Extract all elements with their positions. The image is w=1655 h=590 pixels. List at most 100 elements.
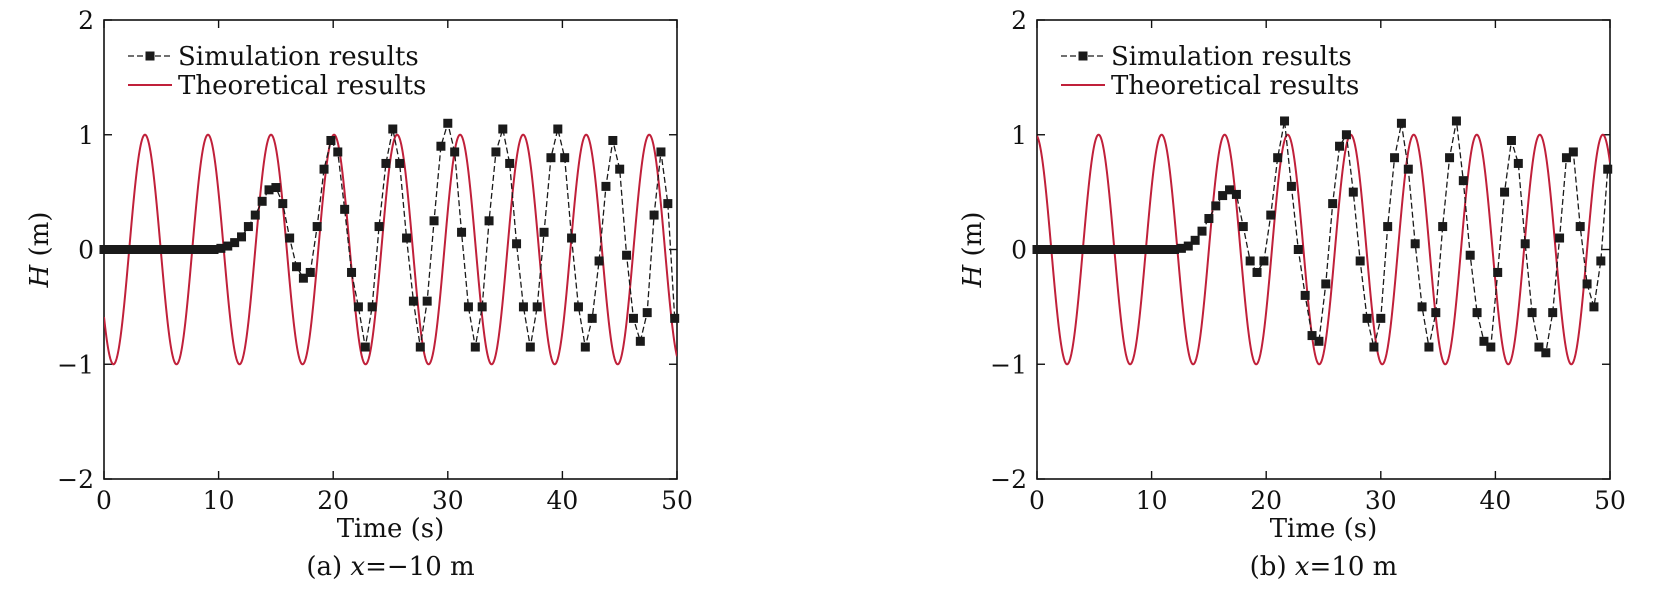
data-point-simulation	[395, 158, 405, 168]
data-point-simulation	[1568, 147, 1578, 157]
chart-panel-b: 0 10 20 30 40 50 −2 −1 0 1 2 Time (s) H (m) (b) x=10 …	[958, 6, 1626, 582]
data-point-simulation	[292, 262, 302, 272]
x-tick-label: 10	[203, 486, 235, 515]
y-axis-variable: H	[25, 263, 55, 288]
data-point-simulation	[601, 181, 611, 191]
y-tick-label: 2	[1011, 6, 1027, 35]
data-point-simulation	[1259, 256, 1269, 266]
data-point-simulation	[161, 245, 171, 254]
data-point-simulation	[1211, 201, 1221, 211]
y-axis-unit: (m)	[958, 212, 988, 265]
data-point-simulation	[587, 313, 597, 323]
data-point-simulation	[1108, 245, 1118, 254]
data-point-simulation	[1142, 245, 1152, 254]
data-point-simulation	[1135, 245, 1145, 254]
data-point-simulation	[209, 245, 219, 254]
data-point-simulation	[1451, 116, 1461, 126]
data-point-simulation	[1101, 245, 1111, 254]
y-tick-label: 1	[1011, 121, 1027, 150]
data-point-simulation	[1438, 222, 1448, 232]
data-point-simulation	[1286, 181, 1296, 191]
data-point-simulation	[1273, 153, 1283, 163]
data-point-simulation	[305, 267, 315, 277]
x-tick-label: 30	[432, 486, 464, 515]
data-point-simulation	[278, 199, 288, 209]
data-point-simulation	[140, 245, 150, 254]
data-point-simulation	[1046, 245, 1056, 254]
data-point-simulation	[1176, 243, 1186, 253]
data-point-simulation	[99, 245, 109, 254]
data-point-simulation	[223, 241, 233, 251]
data-point-simulation	[470, 342, 480, 352]
data-point-simulation	[175, 245, 185, 254]
legend-swatch-simulation-marker	[1078, 51, 1088, 61]
data-point-simulation	[312, 222, 322, 232]
data-point-simulation	[1039, 245, 1049, 254]
data-point-simulation	[113, 245, 123, 254]
legend-entry-theoretical: Theoretical results	[1111, 71, 1359, 101]
x-tick-label: 0	[1029, 486, 1045, 515]
data-point-simulation	[1486, 342, 1496, 352]
data-point-simulation	[1520, 239, 1530, 249]
x-tick-label: 40	[1479, 486, 1511, 515]
caption-prefix: (b)	[1250, 552, 1295, 582]
chart-panel-a: 0 10 20 30 40 50 −2 −1 0 1 2 Time (s) H (m) (a) x=−10…	[25, 6, 693, 582]
data-point-simulation	[1149, 245, 1159, 254]
data-point-simulation	[1080, 245, 1090, 254]
data-point-simulation	[477, 302, 487, 312]
data-point-simulation	[1410, 239, 1420, 249]
data-point-simulation	[628, 313, 638, 323]
data-point-simulation	[1066, 245, 1076, 254]
panel-caption: (a) x=−10 m	[306, 552, 474, 582]
data-point-simulation	[230, 238, 240, 248]
data-point-simulation	[1053, 245, 1063, 254]
y-tick-label: −1	[57, 350, 94, 379]
data-point-simulation	[1493, 267, 1503, 277]
data-point-simulation	[1218, 191, 1228, 201]
data-point-simulation	[615, 164, 625, 174]
data-point-simulation	[1190, 235, 1200, 245]
data-point-simulation	[347, 267, 357, 277]
data-point-simulation	[1073, 245, 1083, 254]
data-point-simulation	[1362, 313, 1372, 323]
data-point-simulation	[408, 296, 418, 306]
data-point-simulation	[546, 153, 556, 163]
data-point-simulation	[333, 147, 343, 157]
data-point-simulation	[1252, 267, 1262, 277]
data-point-simulation	[656, 147, 666, 157]
data-point-simulation	[271, 183, 281, 193]
data-point-simulation	[539, 227, 549, 237]
caption-variable: x	[1295, 552, 1310, 582]
caption-variable: x	[350, 552, 365, 582]
data-point-simulation	[106, 245, 116, 254]
data-point-simulation	[243, 222, 253, 232]
data-point-simulation	[1204, 214, 1214, 224]
y-axis-label: H (m)	[25, 212, 55, 289]
data-point-simulation	[381, 158, 391, 168]
data-point-simulation	[298, 273, 308, 283]
data-point-simulation	[553, 124, 563, 134]
data-point-simulation	[1156, 245, 1166, 254]
x-tick-label: 10	[1136, 486, 1168, 515]
legend-entry-theoretical: Theoretical results	[178, 71, 426, 101]
data-point-simulation	[1575, 222, 1585, 232]
data-point-simulation	[1115, 245, 1125, 254]
data-point-simulation	[285, 233, 295, 243]
data-point-simulation	[353, 302, 363, 312]
data-point-simulation	[1238, 222, 1248, 232]
data-point-simulation	[642, 308, 652, 318]
data-point-simulation	[1417, 302, 1427, 312]
data-point-simulation	[1527, 308, 1537, 318]
data-point-simulation	[422, 296, 432, 306]
y-axis-label: H (m)	[958, 212, 988, 289]
data-point-simulation	[443, 118, 453, 128]
data-point-simulation	[1513, 158, 1523, 168]
data-point-simulation	[1465, 250, 1475, 260]
data-point-simulation	[1589, 302, 1599, 312]
data-point-simulation	[237, 232, 247, 242]
data-point-simulation	[1032, 245, 1042, 254]
data-point-simulation	[1479, 336, 1489, 346]
data-point-simulation	[1266, 210, 1276, 220]
data-point-simulation	[450, 147, 460, 157]
x-tick-label: 50	[1594, 486, 1626, 515]
